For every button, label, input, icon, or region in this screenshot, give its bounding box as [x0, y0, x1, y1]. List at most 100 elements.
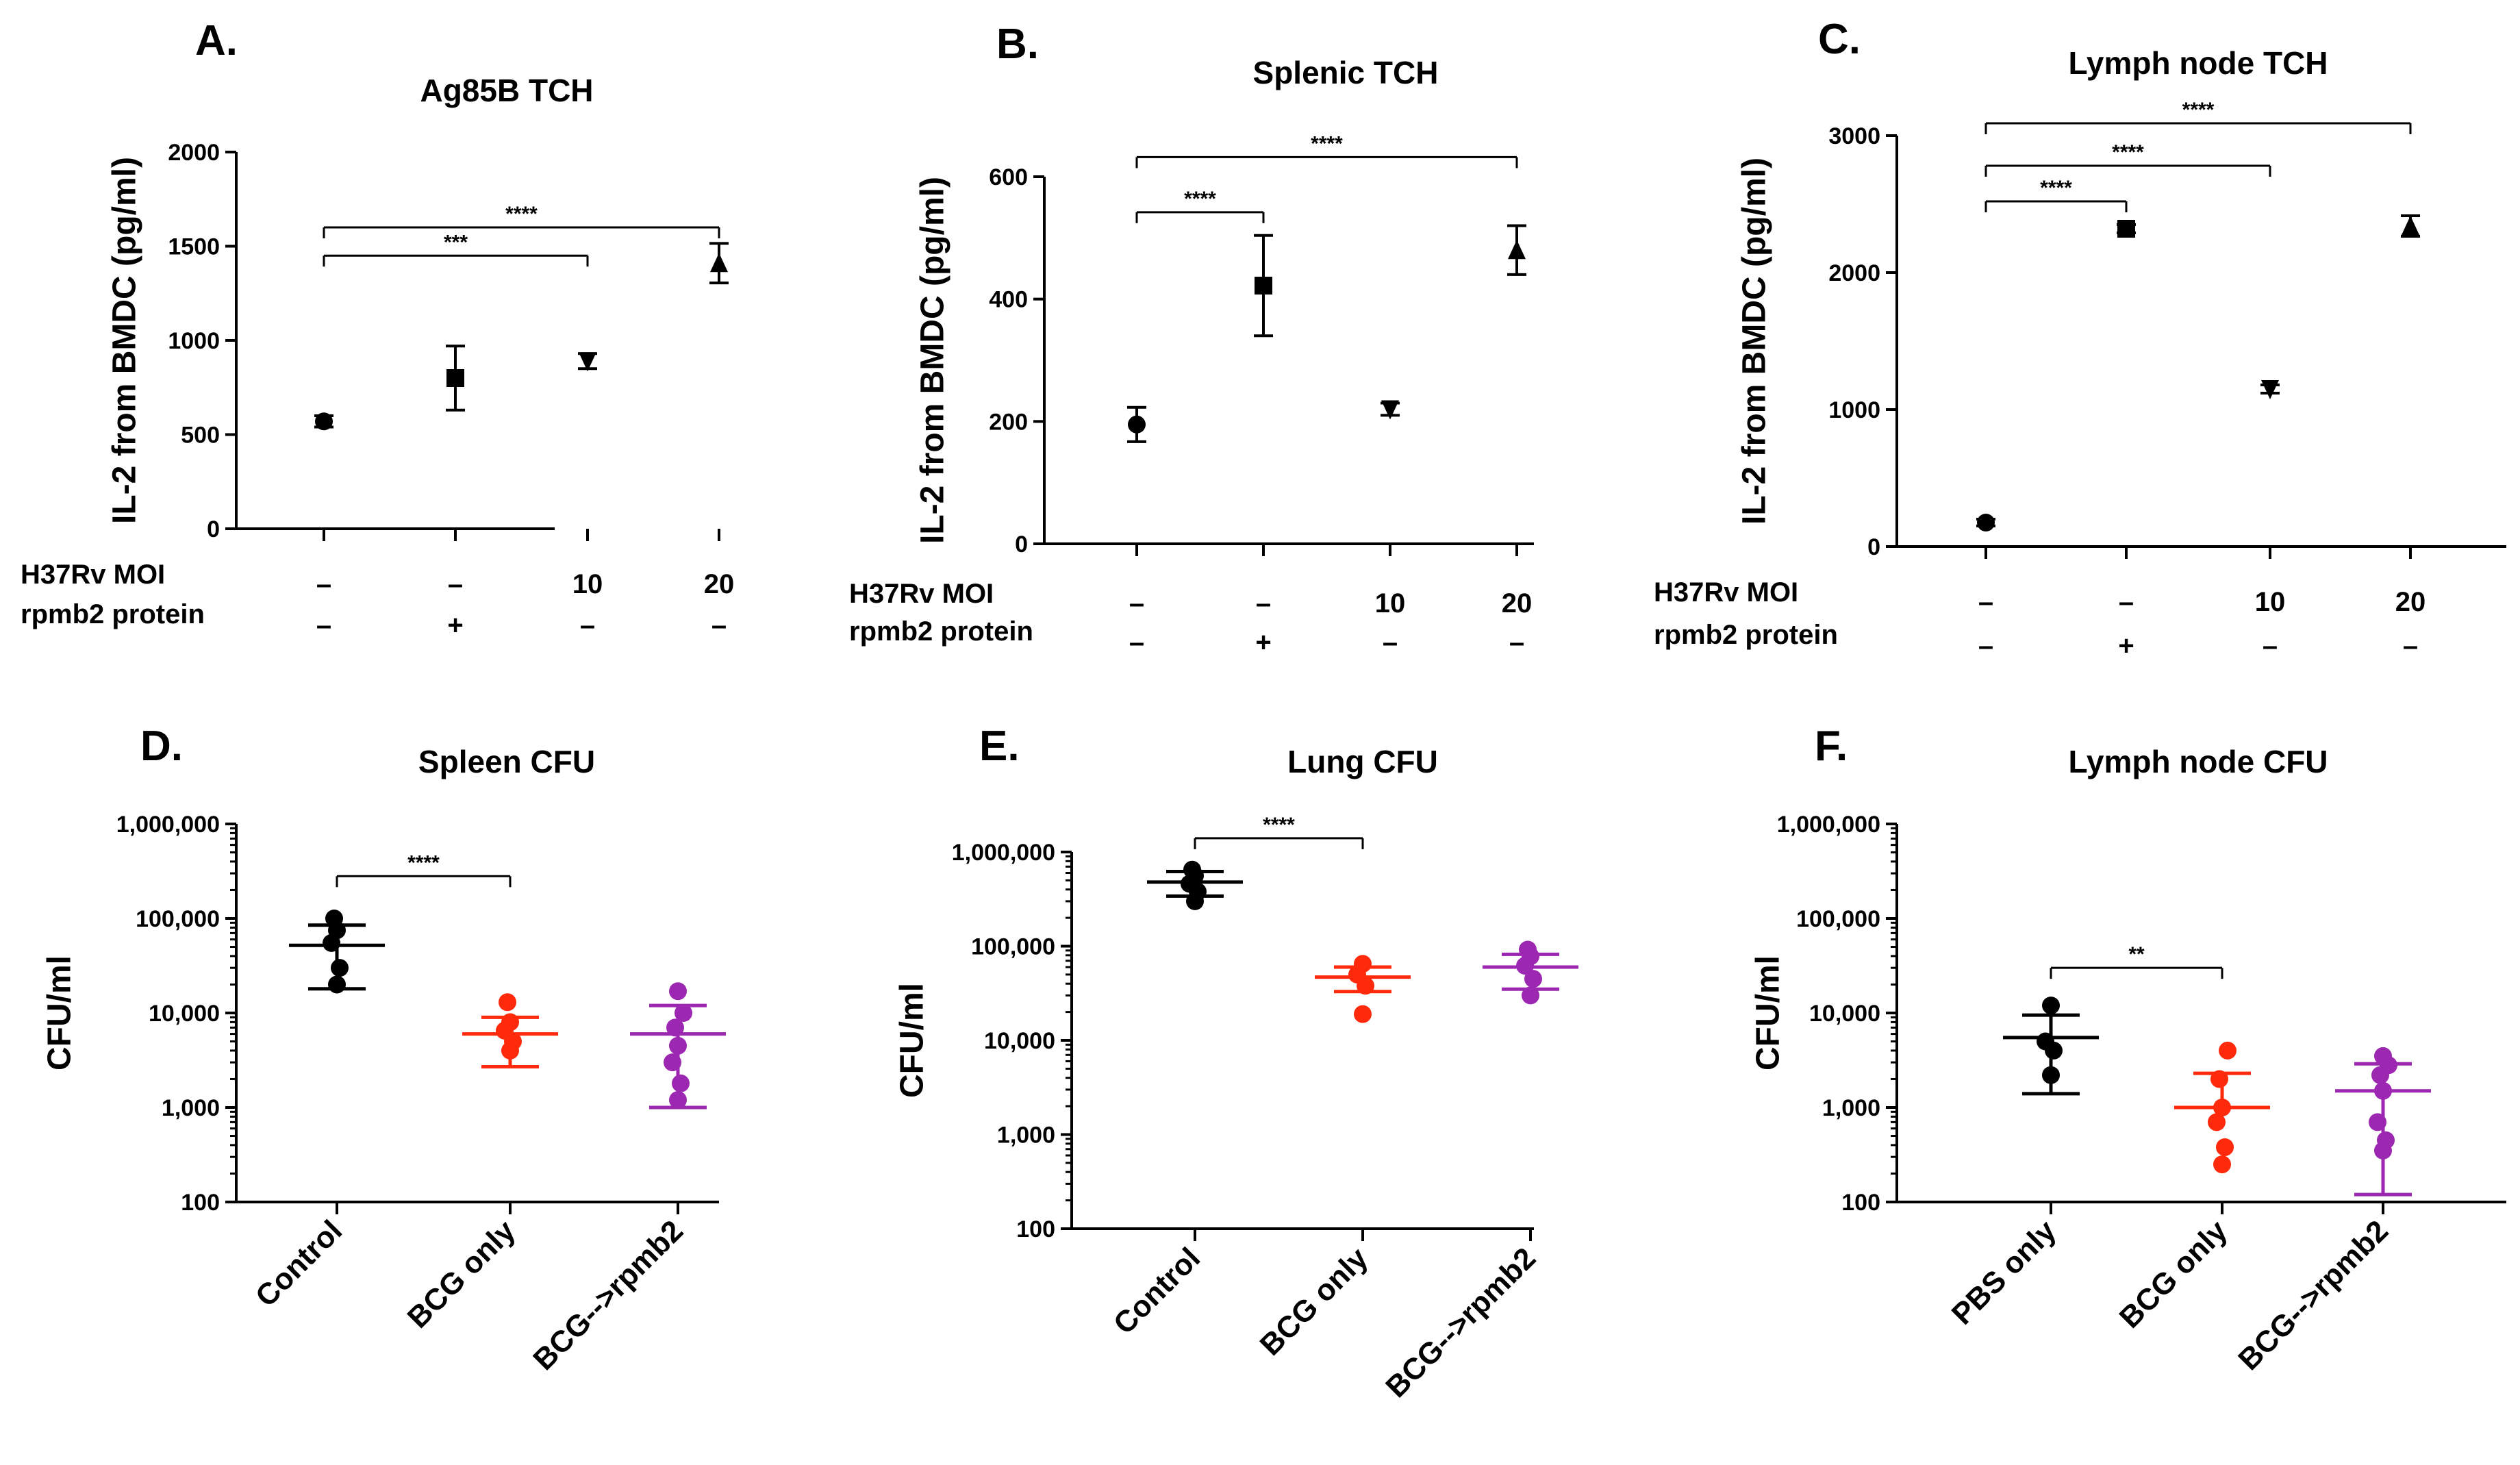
y-tick-label: 1,000: [1822, 1095, 1880, 1121]
y-tick-label: 500: [181, 423, 220, 449]
condition-moi-value: 20: [704, 569, 735, 599]
condition-moi-value: 20: [2395, 587, 2426, 617]
y-tick-label: 10,000: [984, 1028, 1055, 1054]
condition-protein-value: –: [2263, 631, 2278, 661]
y-tick-label: 100: [181, 1190, 220, 1216]
data-point: [2402, 216, 2419, 235]
category-label: PBS only: [1945, 1214, 2063, 1331]
condition-protein-value: –: [1978, 631, 1993, 661]
data-point: [1255, 277, 1272, 295]
y-tick-label: 600: [989, 164, 1028, 190]
chart-title: Lung CFU: [1287, 744, 1438, 779]
category-label: Control: [249, 1214, 349, 1313]
data-point: [1381, 400, 1399, 420]
panel-letter: B.: [996, 21, 1039, 68]
y-tick-label: 10,000: [149, 1001, 220, 1027]
condition-protein-value: –: [2403, 631, 2418, 661]
y-tick-label: 1,000,000: [952, 840, 1055, 866]
condition-moi-value: 10: [2255, 587, 2286, 617]
y-tick-label: 100,000: [971, 934, 1055, 960]
panel-letter: C.: [1818, 16, 1861, 63]
condition-moi-value: –: [316, 569, 331, 599]
significance-label: ****: [2182, 99, 2215, 121]
data-point: [2213, 1155, 2231, 1174]
condition-protein-value: –: [316, 610, 331, 640]
condition-moi-value: 10: [1375, 588, 1406, 618]
panel-3: C. Lymph node TCH IL-2 from BMDC (pg/ml) 0 1…: [1654, 16, 2506, 661]
condition-protein-value: +: [447, 610, 463, 640]
data-point: [325, 910, 343, 927]
data-point: [1128, 415, 1146, 434]
panel-1: A. Ag85B TCH IL-2 from BMDC (pg/ml) 0 500 100…: [21, 17, 734, 640]
significance-label: ****: [1311, 132, 1343, 155]
y-tick-label: 10,000: [1809, 1001, 1880, 1027]
condition-moi-value: –: [1129, 588, 1144, 618]
y-tick-label: 100,000: [1796, 906, 1880, 932]
condition-moi-value: –: [1256, 588, 1271, 618]
y-tick-label: 100: [1016, 1216, 1055, 1242]
y-tick-label: 0: [207, 516, 220, 542]
condition-label-protein: rpmb2 protein: [849, 616, 1033, 647]
condition-protein-value: +: [1255, 627, 1271, 658]
data-point: [1977, 514, 1995, 531]
y-axis-label: CFU/ml: [42, 955, 78, 1070]
data-point: [331, 959, 349, 977]
data-point: [2216, 1138, 2234, 1156]
y-tick-label: 1,000: [162, 1095, 220, 1121]
panel-letter: F.: [1815, 723, 1848, 770]
significance-label: ****: [2112, 141, 2144, 164]
condition-protein-value: –: [1383, 627, 1398, 658]
data-point: [1522, 986, 1539, 1005]
category-label: BCG only: [401, 1214, 522, 1335]
data-point: [1354, 1005, 1372, 1023]
condition-protein-value: +: [2118, 631, 2134, 661]
chart-title: Spleen CFU: [418, 744, 595, 779]
data-point: [1183, 860, 1201, 879]
condition-moi-value: 10: [572, 569, 603, 599]
y-tick-label: 2000: [1828, 260, 1880, 286]
chart-title: Splenic TCH: [1253, 55, 1439, 90]
condition-protein-value: –: [711, 610, 727, 640]
data-point: [315, 412, 333, 431]
panel-4: D. Spleen CFU CFU/ml 100 1,000 10,000 100,000 1…: [42, 723, 726, 1377]
category-label: Control: [1107, 1241, 1207, 1340]
category-label: BCG only: [1254, 1241, 1375, 1362]
category-label: BCG only: [2113, 1214, 2234, 1335]
y-axis-label: IL-2 from BMDC (pg/ml): [915, 177, 951, 544]
significance-label: ****: [505, 203, 538, 225]
y-tick-label: 1,000: [997, 1123, 1055, 1149]
chart-title: Ag85B TCH: [420, 73, 593, 108]
data-point: [2261, 380, 2279, 399]
y-tick-label: 1500: [168, 234, 220, 260]
condition-moi-value: –: [1978, 587, 1993, 617]
panel-letter: E.: [979, 723, 1020, 770]
data-point: [710, 253, 728, 273]
significance-label: ****: [1263, 814, 1295, 836]
y-tick-label: 1000: [1828, 397, 1880, 423]
y-tick-label: 200: [989, 409, 1028, 435]
y-axis-label: IL-2 from BMDC (pg/ml): [107, 157, 143, 524]
panel-6: F. Lymph node CFU CFU/ml 100 1,000 10,000 100,…: [1750, 723, 2506, 1377]
significance-label: ****: [2040, 177, 2072, 199]
condition-moi-value: –: [2119, 587, 2134, 617]
data-point: [669, 982, 687, 1001]
data-point: [2219, 1041, 2236, 1060]
panel-5: E. Lung CFU CFU/ml 100 1,000 10,000 100,000 1,0…: [894, 723, 1578, 1404]
panel-letter: A.: [195, 17, 238, 64]
y-axis-label: CFU/ml: [894, 983, 931, 1098]
y-tick-label: 1,000,000: [1777, 812, 1880, 838]
y-tick-label: 1,000,000: [116, 812, 220, 838]
data-point: [2117, 220, 2135, 238]
data-point: [1508, 240, 1526, 260]
data-point: [579, 352, 596, 372]
condition-protein-value: –: [1509, 627, 1524, 658]
significance-label: **: [2128, 943, 2145, 966]
condition-protein-value: –: [580, 610, 595, 640]
significance-label: ****: [407, 851, 440, 874]
condition-label-protein: rpmb2 protein: [21, 599, 205, 629]
category-label: BCG-->rpmb2: [2232, 1214, 2395, 1377]
condition-label-moi: H37Rv MOI: [21, 560, 165, 590]
y-tick-label: 1000: [168, 328, 220, 354]
y-tick-label: 0: [1867, 534, 1880, 560]
